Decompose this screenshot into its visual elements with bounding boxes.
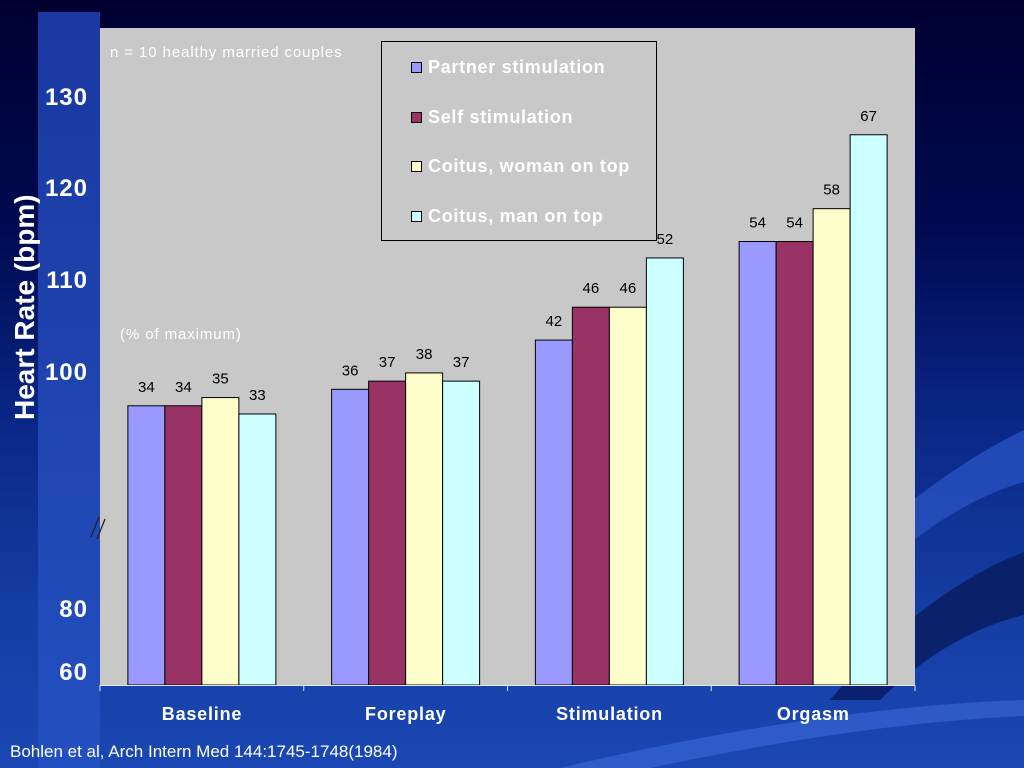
y-tick-label-60: 60 [59, 659, 88, 686]
bar-group [127, 134, 888, 686]
legend: Partner stimulation Self stimulation Coi… [381, 41, 657, 241]
data-label-self-stimulation-orgasm: 54 [786, 215, 803, 232]
bar-coitus-woman-on-top-foreplay [405, 372, 444, 686]
y-axis-break [90, 516, 106, 540]
legend-item-partner-stimulation: Partner stimulation [411, 56, 605, 78]
data-label-self-stimulation-stimulation: 46 [583, 280, 600, 297]
y-tick-label-130: 130 [44, 84, 88, 111]
data-label-coitus-woman-on-top-stimulation: 46 [620, 280, 637, 297]
data-label-coitus-man-on-top-orgasm: 67 [860, 108, 877, 125]
data-label-coitus-woman-on-top-foreplay: 38 [416, 346, 433, 363]
y-tick-label-110: 110 [46, 267, 88, 294]
legend-item-self-stimulation: Self stimulation [411, 106, 573, 128]
x-tick-label-stimulation: Stimulation [556, 704, 663, 724]
bar-self-stimulation-foreplay [368, 380, 407, 686]
data-label-partner-stimulation-orgasm: 54 [749, 215, 766, 232]
legend-label-coitus-man-on-top: Coitus, man on top [428, 206, 604, 226]
y-tick-label-100: 100 [44, 359, 88, 386]
data-labels: 34 34 35 33 36 37 38 37 42 46 46 52 54 54 58 67 [138, 108, 877, 404]
axis-band [38, 12, 100, 768]
y-axis-break-mark [90, 516, 100, 538]
bar-partner-stimulation-baseline [127, 405, 166, 686]
legend-label-coitus-woman-on-top: Coitus, woman on top [428, 156, 630, 176]
y-axis-title: Heart Rate (bpm) [9, 194, 40, 420]
legend-label-partner-stimulation: Partner stimulation [428, 57, 606, 77]
bar-self-stimulation-baseline [164, 405, 203, 686]
data-label-partner-stimulation-foreplay: 36 [342, 362, 359, 379]
legend-swatch-partner-stimulation [411, 61, 422, 73]
data-label-partner-stimulation-baseline: 34 [138, 379, 155, 396]
bar-partner-stimulation-stimulation [534, 339, 573, 686]
x-tick-label-foreplay: Foreplay [365, 704, 447, 724]
background-swoosh [560, 700, 1024, 768]
data-label-coitus-man-on-top-baseline: 33 [249, 387, 266, 404]
legend-label-self-stimulation: Self stimulation [428, 107, 574, 127]
bar-partner-stimulation-orgasm [738, 241, 777, 686]
data-label-self-stimulation-baseline: 34 [175, 379, 192, 396]
bar-coitus-woman-on-top-stimulation [608, 306, 647, 686]
y-axis-break-mark [96, 518, 106, 540]
bar-partner-stimulation-foreplay [331, 388, 370, 686]
data-label-partner-stimulation-stimulation: 42 [546, 313, 563, 330]
legend-item-coitus-man-on-top: Coitus, man on top [411, 205, 604, 227]
bar-coitus-woman-on-top-orgasm [812, 208, 851, 686]
data-label-coitus-man-on-top-foreplay: 37 [453, 354, 470, 371]
bar-self-stimulation-stimulation [571, 306, 610, 686]
bar-coitus-man-on-top-foreplay [442, 380, 481, 686]
bar-self-stimulation-orgasm [775, 241, 814, 686]
bar-coitus-man-on-top-baseline [238, 413, 277, 686]
y-tick-label-80: 80 [59, 596, 88, 623]
legend-swatch-coitus-woman-on-top [411, 160, 422, 172]
bar-coitus-man-on-top-orgasm [849, 134, 888, 686]
legend-swatch-coitus-man-on-top [411, 210, 422, 222]
x-tick-label-baseline: Baseline [161, 704, 243, 724]
percent-of-maximum-note: (% of maximum) [120, 326, 242, 343]
legend-swatch-self-stimulation [411, 111, 422, 123]
bar-coitus-man-on-top-stimulation [645, 257, 684, 686]
data-label-coitus-woman-on-top-baseline: 35 [212, 371, 229, 388]
x-tick-label-orgasm: Orgasm [776, 704, 850, 724]
sample-size-note: n = 10 healthy married couples [110, 44, 343, 61]
data-label-coitus-man-on-top-stimulation: 52 [657, 231, 674, 248]
data-label-self-stimulation-foreplay: 37 [379, 354, 396, 371]
legend-item-coitus-woman-on-top: Coitus, woman on top [411, 155, 630, 177]
x-axis-ticks [99, 685, 916, 691]
y-tick-label-120: 120 [44, 175, 88, 202]
source-citation: Bohlen et al, Arch Intern Med 144:1745-1… [10, 742, 398, 761]
bar-coitus-woman-on-top-baseline [201, 397, 240, 686]
data-label-coitus-woman-on-top-orgasm: 58 [823, 182, 840, 199]
